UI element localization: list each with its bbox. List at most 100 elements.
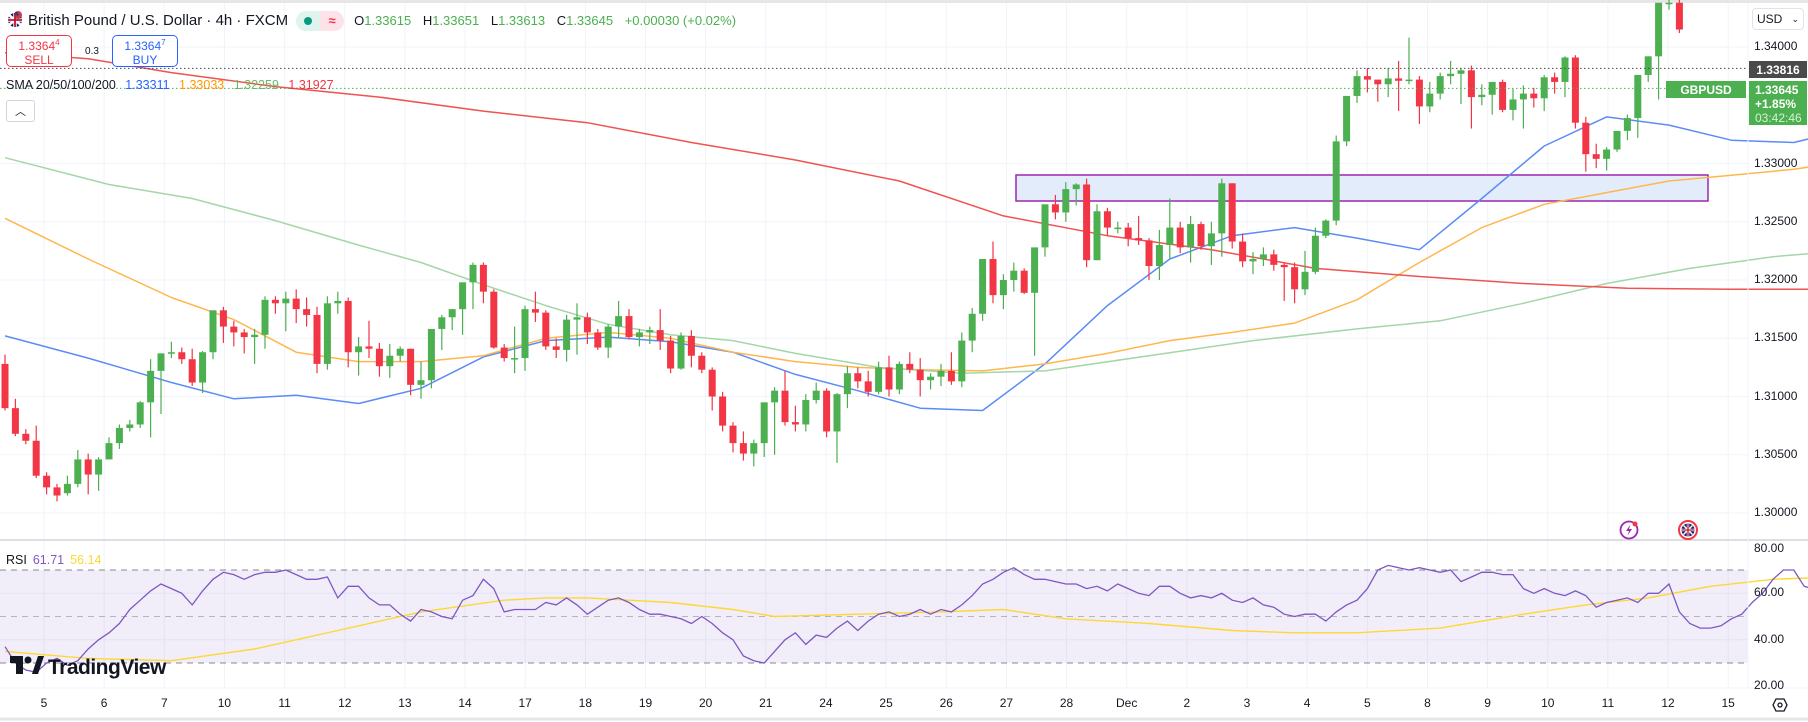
data-delay-icon: ≈ — [320, 10, 345, 31]
rsi-tick: 60.00 — [1754, 585, 1785, 600]
low-value: 1.33613 — [498, 13, 546, 28]
price-tick: 1.30500 — [1754, 446, 1798, 461]
time-tick: 21 — [759, 696, 773, 710]
change-value: +0.00030 (+0.02%) — [624, 13, 737, 28]
spread-value: 0.3 — [85, 45, 99, 57]
ohlc-values: O1.33615 H1.33651 L1.33613 C1.33645 +0.0… — [354, 13, 736, 28]
time-tick: 7 — [160, 696, 168, 710]
support-zone-rectangle — [1015, 174, 1709, 202]
buy-button[interactable]: 1.33647 BUY — [112, 35, 178, 67]
rsi-ma-value: 56.14 — [70, 553, 102, 567]
sma100-line — [4, 156, 1808, 374]
time-tick: 14 — [458, 696, 472, 710]
currency-select[interactable]: USD ⌄ — [1752, 8, 1804, 30]
sma20-value: 1.33311 — [125, 78, 170, 92]
rsi-tick: 40.00 — [1754, 631, 1785, 646]
sma20-line — [4, 116, 1808, 412]
price-tick: 1.32000 — [1754, 272, 1798, 286]
time-tick: Dec — [1116, 696, 1138, 710]
market-open-icon — [296, 10, 321, 31]
chevron-down-icon: ⌄ — [1791, 13, 1799, 24]
time-tick: 25 — [879, 696, 893, 710]
time-tick: 11 — [1601, 696, 1615, 710]
bar-countdown: 03:42:46 — [1755, 111, 1802, 125]
gbp-usd-flag-icon — [6, 10, 24, 31]
price-tick: 1.30000 — [1754, 505, 1798, 519]
time-tick: 4 — [1303, 696, 1311, 710]
time-tick: 12 — [338, 696, 352, 710]
time-tick: 17 — [518, 696, 532, 710]
time-tick: 26 — [939, 696, 953, 710]
rsi-value: 61.71 — [32, 553, 65, 567]
chevron-up-icon: ︿ — [15, 106, 26, 118]
time-tick: 6 — [100, 696, 108, 710]
rsi-tick: 20.00 — [1754, 678, 1785, 693]
time-tick: 28 — [1059, 696, 1074, 710]
time-tick: 13 — [398, 696, 412, 710]
rsi-tick: 80.00 — [1754, 541, 1785, 555]
uk-economic-event-icon[interactable] — [1676, 518, 1700, 542]
last-change: +1.85% — [1755, 97, 1797, 111]
high-label: H — [422, 13, 433, 28]
price-tick: 1.34000 — [1754, 39, 1798, 53]
time-tick: 20 — [698, 696, 713, 710]
tradingview-mark-icon — [10, 656, 44, 680]
candlesticks — [1, 0, 1694, 502]
time-tick: 27 — [999, 696, 1014, 710]
tradingview-wordmark: TradingView — [48, 656, 166, 679]
time-tick: 12 — [1661, 696, 1675, 710]
collapse-legend-button[interactable]: ︿ — [6, 100, 35, 122]
rsi-lines — [4, 564, 1808, 674]
sma200-line — [4, 52, 1808, 291]
market-status-pill[interactable]: ≈ — [296, 10, 345, 31]
buy-price: 1.3364 — [124, 38, 162, 53]
top-border — [0, 0, 1808, 3]
sma100-value: 1.32259 — [233, 78, 279, 92]
time-tick: 18 — [578, 696, 593, 710]
close-value: 1.33645 — [566, 13, 614, 28]
tradingview-logo[interactable]: TradingView — [10, 656, 166, 680]
sell-price-pip: 4 — [55, 37, 60, 47]
high-price-tag: 1.33816 — [1749, 61, 1807, 78]
sma-lines — [4, 52, 1808, 412]
symbol-legend: British Pound / U.S. Dollar · 4h · FXCM … — [6, 10, 736, 31]
currency-value: USD — [1757, 12, 1783, 26]
high-value: 1.33651 — [432, 13, 480, 28]
time-tick: 15 — [1721, 696, 1735, 710]
rsi-ma-line — [4, 577, 1808, 662]
rsi-label: RSI — [6, 553, 27, 567]
price-tick: 1.33000 — [1754, 155, 1798, 170]
buy-label: BUY — [132, 52, 158, 67]
buy-price-pip: 7 — [161, 37, 166, 47]
sma-legend[interactable]: SMA 20/50/100/200 1.33311 1.33033 1.3225… — [6, 78, 340, 92]
time-tick: 2 — [1183, 696, 1191, 710]
last-price: 1.33645 — [1755, 83, 1799, 97]
close-label: C — [556, 13, 567, 28]
rsi-legend[interactable]: RSI 61.71 56.14 — [6, 553, 101, 567]
symbol-title[interactable]: British Pound / U.S. Dollar · 4h · FXCM — [28, 12, 289, 29]
price-tick: 1.31000 — [1754, 388, 1798, 403]
time-tick: 5 — [1363, 696, 1371, 710]
sma200-value: 1.31927 — [288, 78, 334, 92]
price-tick: 1.32500 — [1754, 213, 1798, 228]
axis-settings-icon[interactable] — [1772, 697, 1788, 716]
sma-label: SMA 20/50/100/200 — [6, 78, 116, 92]
time-tick: 11 — [278, 696, 291, 710]
last-price-tag: 1.33645 +1.85% 03:42:46 — [1749, 81, 1807, 125]
low-label: L — [490, 13, 499, 28]
sell-button[interactable]: 1.33644 SELL — [6, 35, 72, 67]
sell-label: SELL — [24, 52, 54, 67]
time-tick: 5 — [40, 696, 48, 710]
price-tick: 1.31500 — [1754, 330, 1798, 345]
price-guide-lines — [0, 67, 1748, 89]
rsi-line — [4, 564, 1808, 674]
time-tick: 10 — [1541, 696, 1555, 710]
open-value: 1.33615 — [364, 13, 412, 28]
events-lightning-icon[interactable] — [1617, 518, 1641, 542]
time-tick: 3 — [1243, 696, 1251, 710]
trade-panel: 1.33644 SELL 0.3 1.33647 BUY — [6, 35, 178, 67]
sell-price: 1.3364 — [18, 38, 56, 53]
open-label: O — [354, 13, 365, 28]
sma50-value: 1.33033 — [179, 78, 225, 92]
